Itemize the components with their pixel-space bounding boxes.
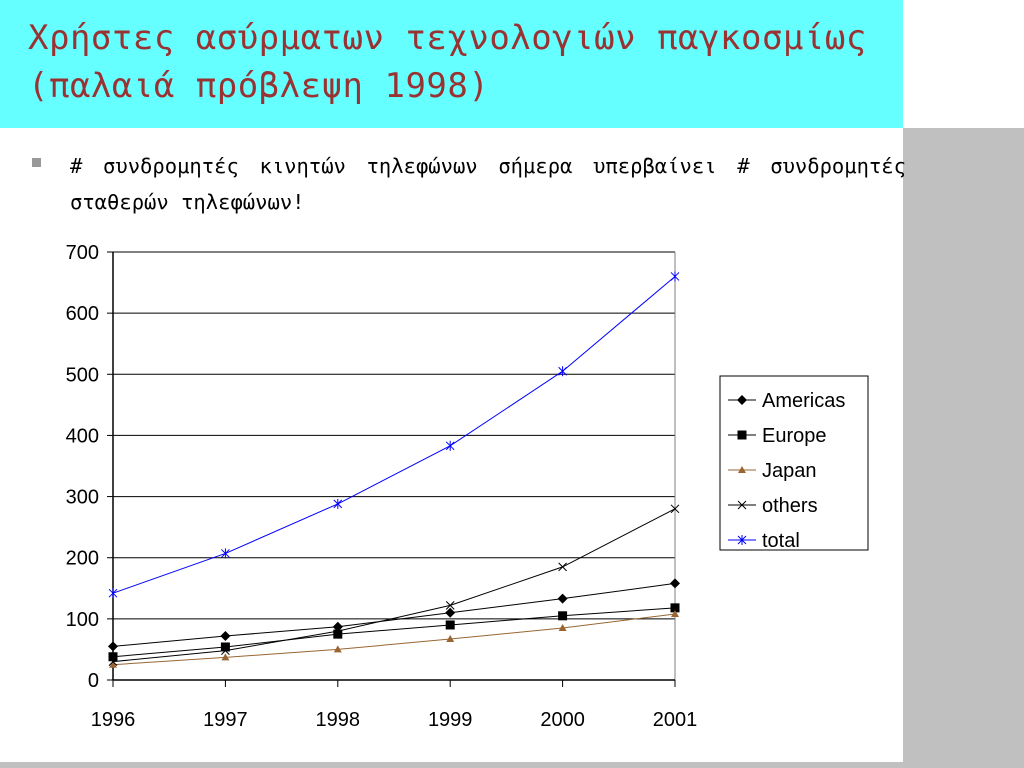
- legend-item-japan: Japan: [728, 460, 817, 482]
- legend-marker-total: [737, 535, 747, 545]
- data-point-total: [108, 588, 118, 599]
- data-point-europe: [558, 611, 568, 621]
- series-total: [108, 271, 680, 599]
- legend-item-europe: Europe: [728, 425, 827, 447]
- series-others: [108, 504, 680, 667]
- series-line-europe: [112, 607, 676, 658]
- data-point-others: [333, 626, 343, 636]
- data-point-others: [670, 504, 680, 514]
- title-band: Χρήστες ασύρματων τεχνολογιών παγκοσμίως…: [0, 0, 903, 128]
- legend-label: total: [762, 530, 800, 552]
- data-point-others: [558, 562, 567, 572]
- data-point-americas: [108, 641, 118, 652]
- title-line-2: (παλαιά πρόβλεψη 1998): [28, 66, 490, 106]
- data-point-europe: [108, 652, 118, 662]
- bullet-text: # συνδρομητές κινητών τηλεφώνων σήμερα υ…: [70, 154, 906, 214]
- x-tick-label: 1998: [316, 709, 361, 731]
- y-tick-label: 500: [66, 364, 99, 386]
- data-point-americas: [220, 630, 231, 641]
- y-tick-label: 300: [66, 487, 99, 509]
- y-tick-label: 200: [66, 548, 99, 570]
- data-point-japan: [446, 635, 455, 643]
- legend-marker-europe: [737, 430, 747, 440]
- line-chart: 0 100 200 300 400 500 600 700 1996 1997 1998 1999 2…: [66, 242, 869, 731]
- chart-legend: Americas Europe Japan others total: [719, 375, 869, 552]
- legend-label: Japan: [762, 460, 817, 482]
- data-point-americas: [332, 621, 343, 632]
- data-point-europe: [333, 629, 343, 639]
- data-point-total: [221, 548, 230, 559]
- data-point-japan: [671, 609, 679, 617]
- data-point-total: [333, 498, 343, 509]
- series-line-total: [112, 276, 676, 594]
- data-point-americas: [670, 578, 680, 589]
- series-line-americas: [112, 582, 676, 647]
- legend-label: Americas: [762, 390, 845, 412]
- legend-label: others: [762, 495, 818, 517]
- x-tick-label: 1996: [91, 709, 136, 731]
- bottom-decoration-band: [0, 762, 903, 768]
- y-tick-label: 600: [66, 303, 99, 325]
- legend-marker-japan: [738, 466, 746, 473]
- chart-axes: [112, 252, 676, 681]
- x-tick-label: 1997: [203, 709, 248, 731]
- legend-item-others: others: [728, 495, 818, 517]
- bullet-square-icon: [32, 158, 41, 167]
- data-point-others: [221, 646, 230, 656]
- legend-item-americas: Americas: [728, 390, 845, 412]
- x-tick-label: 2001: [653, 709, 698, 731]
- data-point-japan: [221, 653, 230, 661]
- chart-series: [108, 271, 680, 668]
- side-decoration-band: [903, 128, 1024, 768]
- data-point-europe: [220, 642, 230, 652]
- y-tick-label: 100: [66, 609, 99, 631]
- y-tick-label: 0: [88, 670, 99, 692]
- x-axis-ticks: 1996 1997 1998 1999 2000 2001: [91, 680, 698, 731]
- x-tick-label: 2000: [540, 709, 585, 731]
- data-point-europe: [445, 620, 455, 630]
- data-point-japan: [558, 624, 567, 632]
- chart-gridlines: [113, 251, 675, 620]
- data-point-americas: [445, 607, 456, 618]
- data-point-total: [445, 440, 455, 451]
- data-point-japan: [109, 660, 117, 668]
- slide-title: Χρήστες ασύρματων τεχνολογιών παγκοσμίως…: [28, 14, 908, 110]
- data-point-others: [445, 601, 455, 610]
- legend-marker-americas: [737, 395, 747, 405]
- data-point-total: [558, 366, 567, 377]
- legend-label: Europe: [762, 425, 827, 447]
- title-line-1: Χρήστες ασύρματων τεχνολογιών παγκοσμίως: [28, 18, 867, 58]
- data-point-europe: [670, 603, 680, 613]
- series-line-others: [112, 508, 676, 663]
- y-axis-ticks: 0 100 200 300 400 500 600 700: [66, 242, 113, 692]
- y-tick-label: 700: [66, 242, 99, 264]
- data-point-japan: [333, 645, 342, 653]
- data-point-total: [670, 271, 680, 282]
- legend-item-total: total: [728, 530, 800, 552]
- data-point-others: [108, 657, 118, 667]
- x-tick-label: 1999: [428, 709, 473, 731]
- series-japan: [109, 609, 679, 668]
- series-americas: [108, 578, 680, 652]
- data-point-americas: [557, 593, 568, 604]
- y-tick-label: 400: [66, 425, 99, 447]
- legend-box: [719, 375, 869, 551]
- legend-marker-others: [737, 500, 747, 510]
- series-europe: [108, 603, 680, 662]
- series-line-japan: [112, 613, 676, 666]
